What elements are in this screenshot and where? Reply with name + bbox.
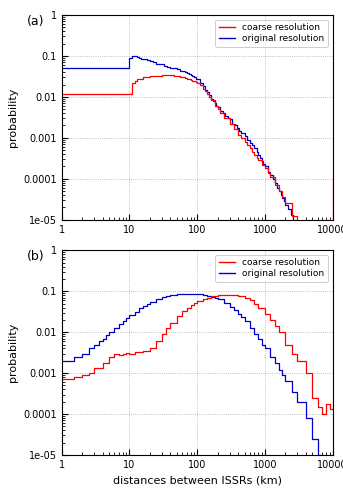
Y-axis label: probability: probability	[8, 88, 18, 147]
Legend: coarse resolution, original resolution: coarse resolution, original resolution	[215, 20, 328, 46]
Legend: coarse resolution, original resolution: coarse resolution, original resolution	[215, 255, 328, 282]
Text: (a): (a)	[26, 15, 44, 28]
X-axis label: distances between ISSRs (km): distances between ISSRs (km)	[113, 476, 282, 486]
Y-axis label: probability: probability	[8, 323, 18, 382]
Text: (b): (b)	[26, 250, 44, 264]
